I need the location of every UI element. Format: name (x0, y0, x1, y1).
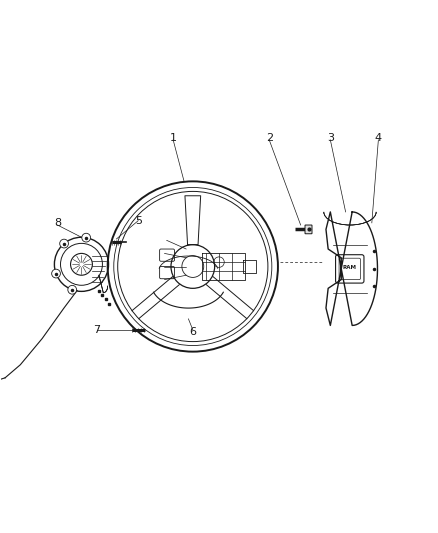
Text: 8: 8 (54, 218, 61, 228)
Circle shape (60, 239, 68, 248)
Text: 6: 6 (189, 327, 196, 337)
Text: 2: 2 (266, 133, 273, 143)
Text: 4: 4 (375, 133, 382, 143)
Text: 7: 7 (93, 325, 100, 335)
Text: 1: 1 (170, 133, 177, 143)
Circle shape (68, 285, 77, 294)
Text: RAM: RAM (343, 265, 357, 270)
Polygon shape (185, 196, 201, 245)
FancyBboxPatch shape (305, 225, 312, 234)
Text: 5: 5 (135, 216, 142, 225)
Circle shape (82, 233, 91, 242)
Circle shape (52, 269, 60, 278)
Text: 3: 3 (327, 133, 334, 143)
